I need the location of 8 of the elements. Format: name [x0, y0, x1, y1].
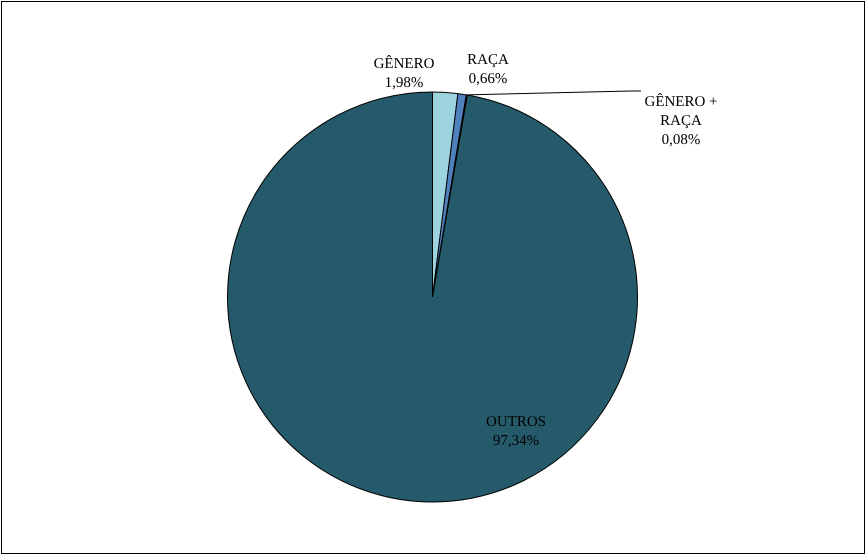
slice-label: GÊNERO: [374, 55, 435, 72]
slice-label: OUTROS: [486, 414, 546, 430]
data-label: 0,66%: [468, 71, 508, 87]
slice-label: RAÇA: [467, 52, 509, 68]
data-label: 97,34%: [492, 433, 540, 449]
data-label: 1,98%: [384, 75, 424, 91]
data-label: 0,08%: [662, 132, 700, 148]
legend-label: GÊNERO + RAÇA: [644, 93, 718, 129]
